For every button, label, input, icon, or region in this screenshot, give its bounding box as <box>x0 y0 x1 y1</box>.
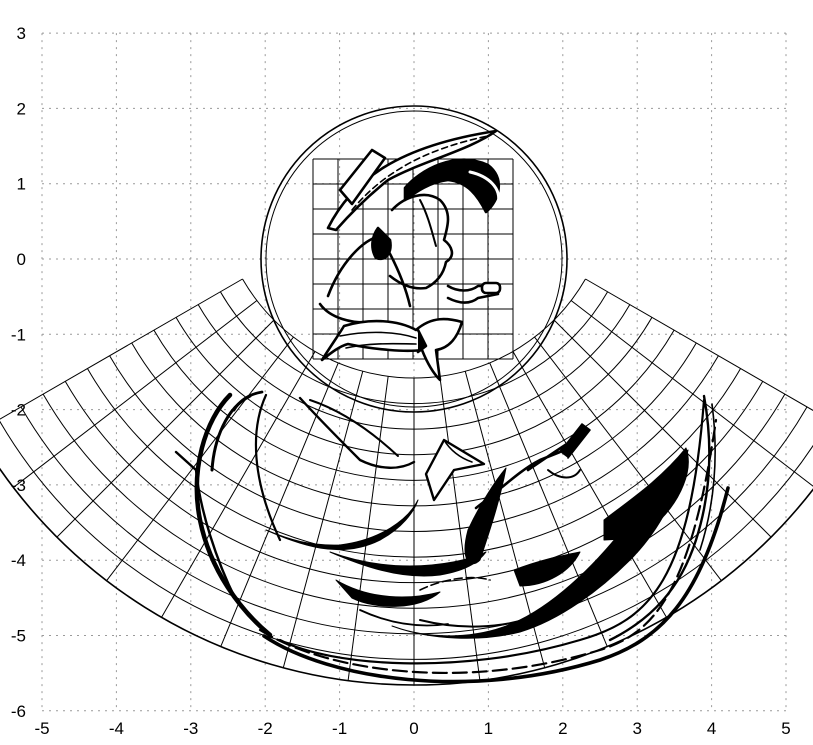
x-tick-label: -4 <box>109 719 124 738</box>
fan-spoke <box>570 300 813 487</box>
y-tick-label: -6 <box>11 702 26 721</box>
x-tick-label: 1 <box>484 719 493 738</box>
y-tick-label: -2 <box>11 401 26 420</box>
circular-portrait <box>260 105 568 413</box>
fan-arc <box>242 278 586 379</box>
y-tick-label: -3 <box>11 476 26 495</box>
fan-spoke <box>489 362 608 647</box>
y-tick-labels: 3 2 1 0 -1 -2 -3 -4 -5 -6 <box>11 24 26 721</box>
y-tick-label: 1 <box>17 175 26 194</box>
x-tick-label: 5 <box>781 719 790 738</box>
fan-spoke <box>161 351 316 618</box>
x-tick-label: 0 <box>409 719 418 738</box>
fan-spoke <box>13 300 258 488</box>
fan-grid <box>0 278 813 686</box>
x-tick-label: 4 <box>707 719 716 738</box>
y-tick-label: -5 <box>11 627 26 646</box>
x-tick-label: 2 <box>558 719 567 738</box>
y-tick-label: 2 <box>17 99 26 118</box>
fan-arc <box>0 467 813 686</box>
fan-spoke <box>585 278 813 411</box>
fan-spoke <box>439 376 481 681</box>
y-tick-label: -1 <box>11 325 26 344</box>
x-tick-label: -1 <box>332 719 347 738</box>
fan-spoke <box>282 371 364 668</box>
cartoon-face <box>318 129 502 382</box>
fan-spoke <box>56 319 275 538</box>
fan-spoke <box>553 319 772 538</box>
y-tick-label: 3 <box>17 24 26 43</box>
x-tick-label: -5 <box>34 719 49 738</box>
fan-spoke <box>534 336 722 581</box>
fan-spoke <box>512 351 667 618</box>
x-tick-label: 3 <box>632 719 641 738</box>
warped-drawing <box>174 390 730 684</box>
x-tick-labels: -5 -4 -3 -2 -1 0 1 2 3 4 5 <box>34 719 790 738</box>
fan-spoke <box>347 376 389 681</box>
y-tick-label: 0 <box>17 250 26 269</box>
fan-spoke <box>0 278 243 420</box>
x-tick-label: -3 <box>183 719 198 738</box>
fan-spoke <box>220 362 339 647</box>
x-tick-label: -2 <box>258 719 273 738</box>
anamorphic-projection <box>0 278 813 686</box>
y-tick-label: -4 <box>11 551 26 570</box>
